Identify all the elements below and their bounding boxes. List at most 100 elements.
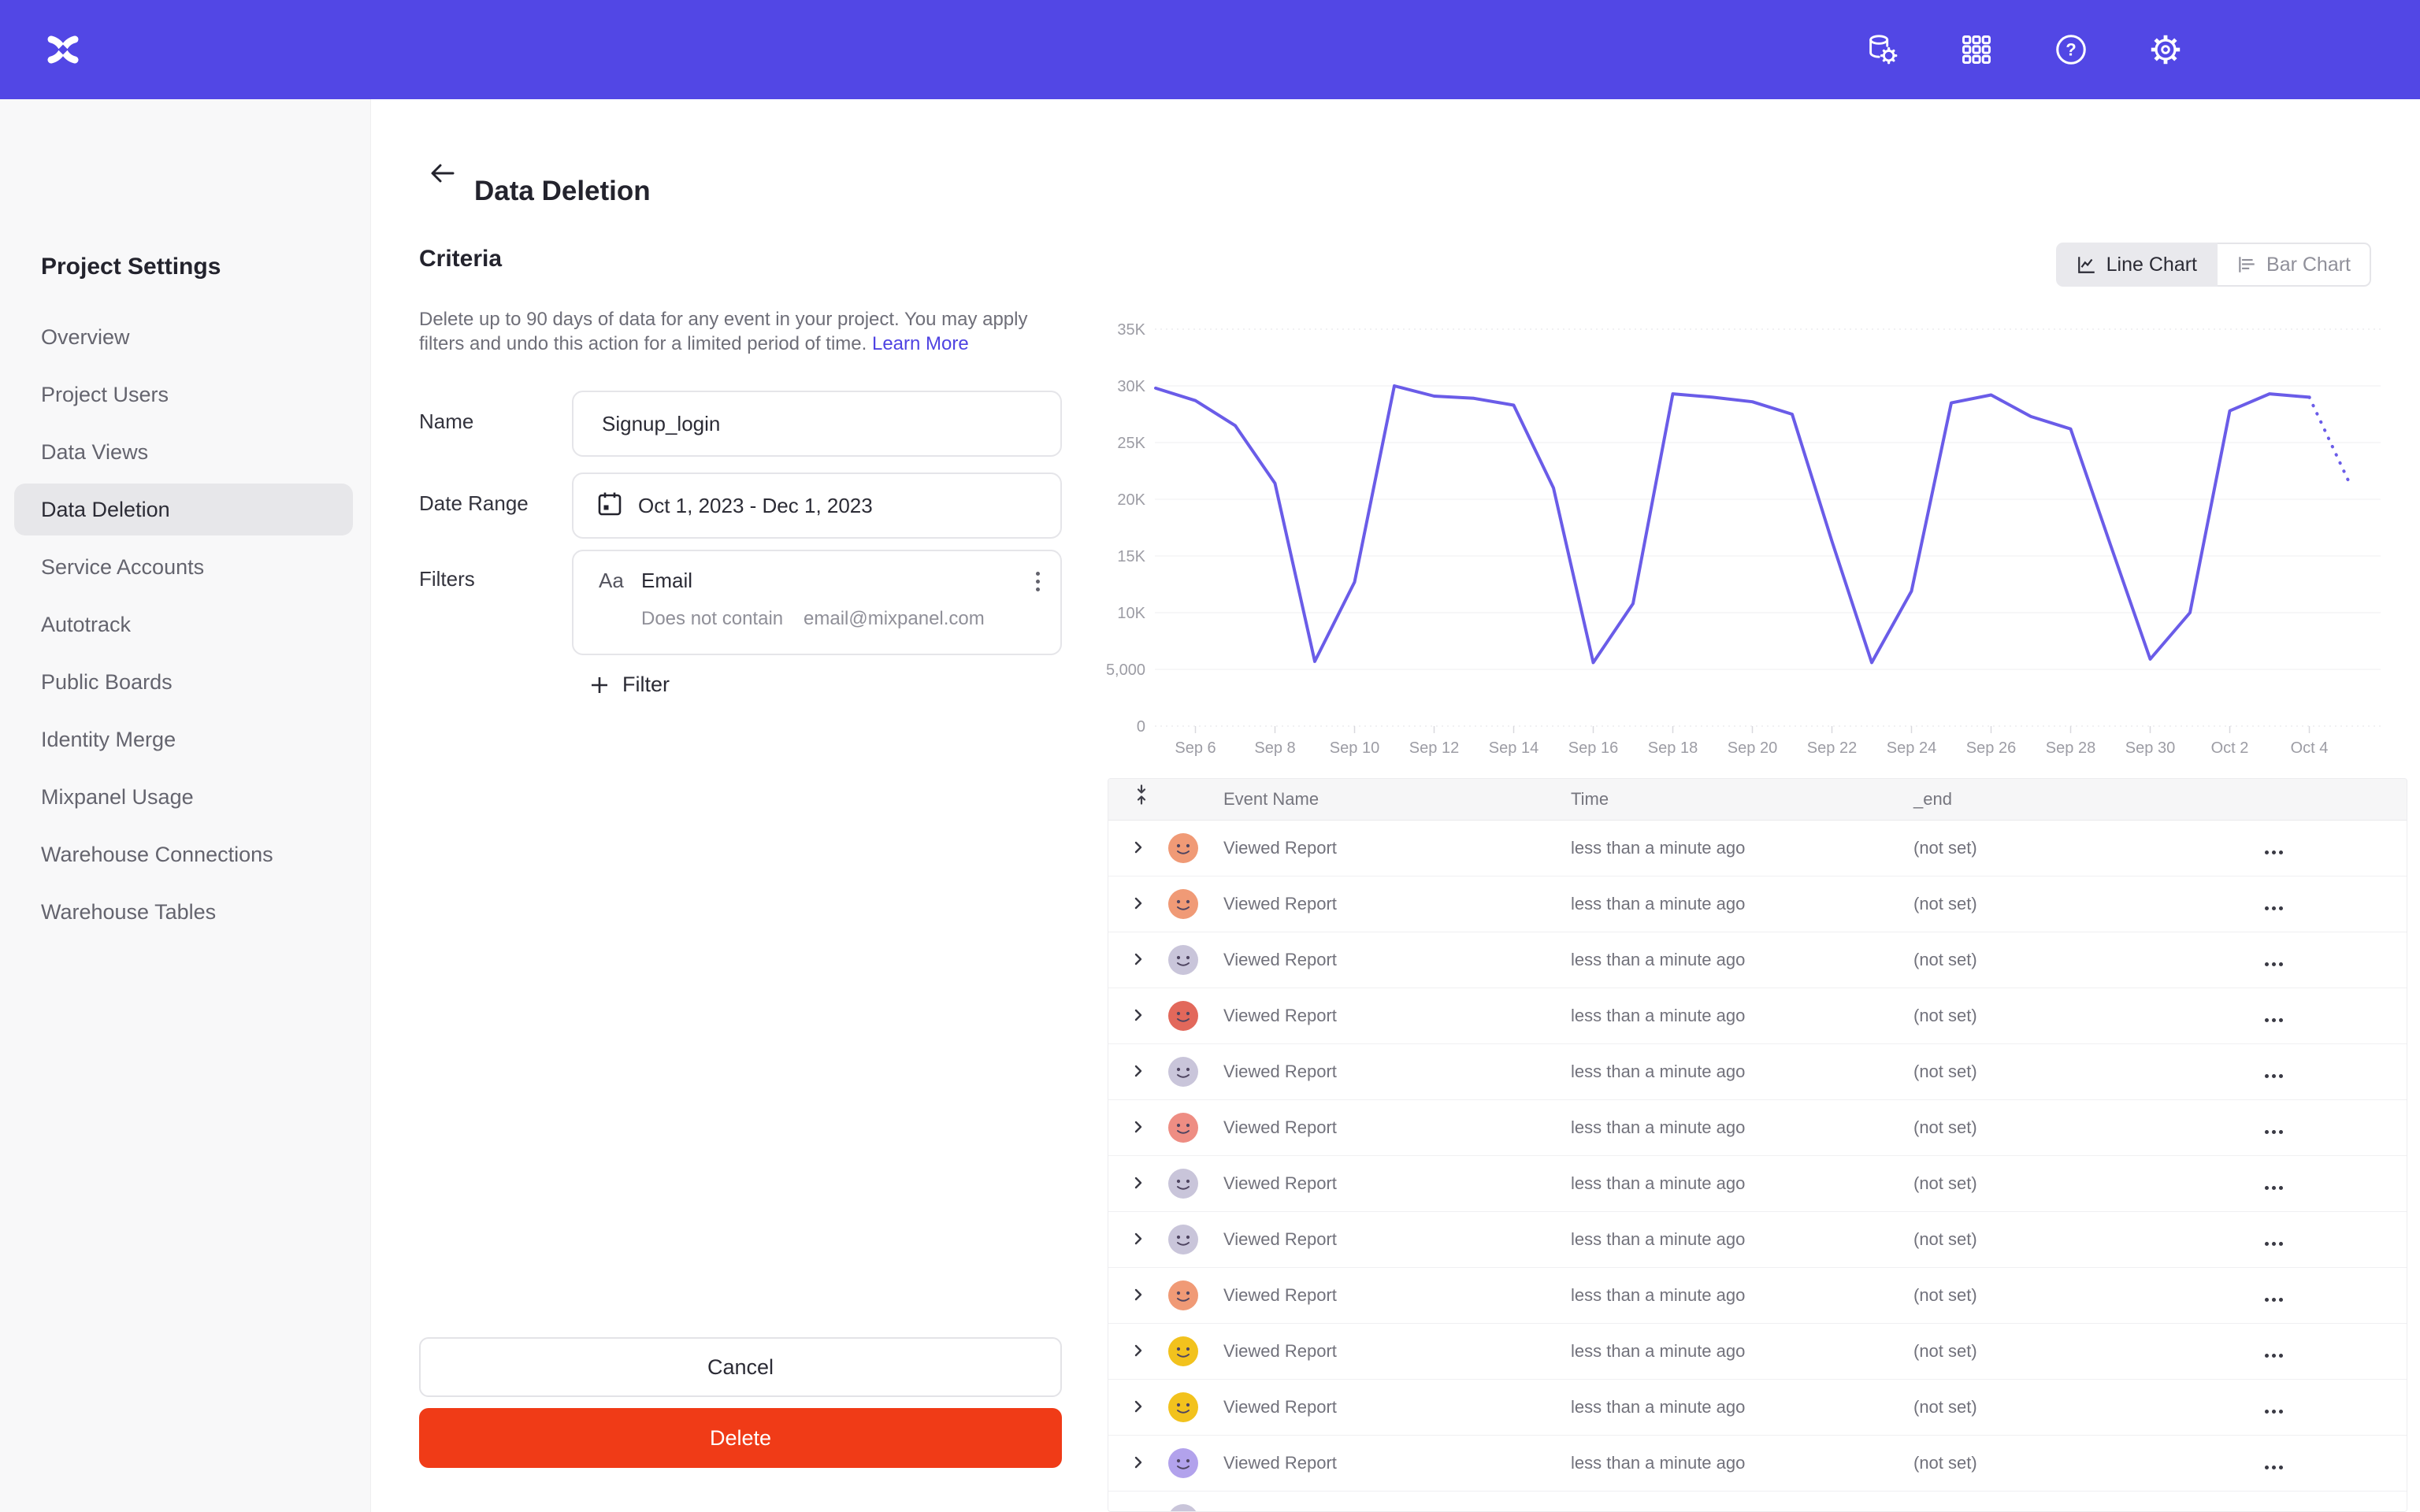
back-button[interactable] <box>425 156 460 191</box>
svg-text:?: ? <box>2066 40 2076 60</box>
sidebar-title: Project Settings <box>41 254 221 280</box>
table-row[interactable]: Viewed Report less than a minute ago (not … <box>1108 1212 2407 1268</box>
row-expand-chevron-icon[interactable] <box>1132 1286 1145 1308</box>
time-cell: less than a minute ago <box>1571 950 1746 969</box>
x-axis-tick-label: Sep 6 <box>1175 739 1216 757</box>
row-expand-chevron-icon[interactable] <box>1132 1454 1145 1476</box>
chart-type-toggle: Line Chart Bar Chart <box>2055 243 2371 287</box>
sidebar-item-data-views[interactable]: Data Views <box>41 440 149 464</box>
row-expand-chevron-icon[interactable] <box>1132 1398 1145 1420</box>
filter-value[interactable]: email@mixpanel.com <box>804 608 985 629</box>
sidebar-item-autotrack[interactable]: Autotrack <box>41 613 132 636</box>
end-cell: (not set) <box>1913 1229 1977 1249</box>
row-actions-kebab-icon[interactable] <box>2260 1237 2288 1251</box>
table-row[interactable]: Viewed Report less than a minute ago (not … <box>1108 1100 2407 1156</box>
row-actions-kebab-icon[interactable] <box>2260 1461 2288 1474</box>
row-actions-kebab-icon[interactable] <box>2260 1069 2288 1083</box>
row-actions-kebab-icon[interactable] <box>2260 958 2288 971</box>
line-chart-icon <box>2077 257 2095 273</box>
filter-kebab-menu-icon[interactable] <box>1033 569 1043 595</box>
row-expand-chevron-icon[interactable] <box>1132 839 1145 861</box>
event-name-cell: Viewed Report <box>1223 1285 1337 1305</box>
x-axis-tick-label: Sep 12 <box>1409 739 1459 757</box>
line-chart-toggle-button[interactable]: Line Chart <box>2055 243 2218 287</box>
row-expand-chevron-icon[interactable] <box>1132 1118 1145 1140</box>
bar-chart-toggle-label: Bar Chart <box>2266 253 2351 276</box>
end-cell: (not set) <box>1913 838 1977 858</box>
table-row[interactable]: Viewed Report less than a minute ago (not … <box>1108 932 2407 988</box>
row-expand-chevron-icon[interactable] <box>1132 1062 1145 1084</box>
row-actions-kebab-icon[interactable] <box>2260 1349 2288 1362</box>
end-cell: (not set) <box>1913 1397 1977 1417</box>
delete-button[interactable]: Delete <box>419 1408 1062 1468</box>
mixpanel-logo[interactable] <box>44 31 82 69</box>
x-axis-tick-label: Sep 20 <box>1728 739 1777 757</box>
row-actions-kebab-icon[interactable] <box>2260 846 2288 859</box>
time-cell: less than a minute ago <box>1571 1341 1746 1361</box>
table-row[interactable]: Viewed Report less than a minute ago (not … <box>1108 988 2407 1044</box>
date-range-input[interactable]: Oct 1, 2023 - Dec 1, 2023 <box>572 472 1062 539</box>
add-filter-button[interactable]: Filter <box>589 673 670 697</box>
table-row[interactable]: Viewed Report less than a minute ago (not … <box>1108 876 2407 932</box>
end-cell: (not set) <box>1913 894 1977 914</box>
filter-property: Email <box>641 569 693 592</box>
sidebar-item-public-boards[interactable]: Public Boards <box>41 670 173 694</box>
end-cell: (not set) <box>1913 1285 1977 1305</box>
filter-card[interactable]: Aa Email Does not contain email@mixpanel… <box>572 550 1062 655</box>
sidebar-item-data-deletion[interactable]: Data Deletion <box>14 484 353 536</box>
help-icon[interactable]: ? <box>2053 32 2089 68</box>
text-property-type-icon: Aa <box>599 569 624 592</box>
time-cell: less than a minute ago <box>1571 1006 1746 1025</box>
row-expand-chevron-icon[interactable] <box>1132 895 1145 917</box>
row-actions-kebab-icon[interactable] <box>2260 1125 2288 1139</box>
row-actions-kebab-icon[interactable] <box>2260 1293 2288 1306</box>
sidebar-item-project-users[interactable]: Project Users <box>41 383 169 406</box>
table-row[interactable]: Viewed Report less than a minute ago (not … <box>1108 1380 2407 1436</box>
row-actions-kebab-icon[interactable] <box>2260 1405 2288 1418</box>
table-row[interactable]: Viewed Report less than a minute ago (not … <box>1108 1268 2407 1324</box>
user-avatar <box>1168 1336 1198 1366</box>
table-row[interactable]: Viewed Report less than a minute ago (not … <box>1108 1156 2407 1212</box>
sidebar-item-overview[interactable]: Overview <box>41 325 130 349</box>
bar-chart-toggle-button[interactable]: Bar Chart <box>2218 243 2371 287</box>
table-row[interactable]: Viewed Report less than a minute ago (not … <box>1108 1044 2407 1100</box>
apps-grid-icon[interactable] <box>1958 32 1995 68</box>
learn-more-link[interactable]: Learn More <box>871 333 969 354</box>
event-name-cell: Viewed Report <box>1223 1006 1337 1025</box>
name-input-value: Signup_login <box>602 411 721 435</box>
name-input[interactable]: Signup_login <box>572 391 1062 457</box>
table-row[interactable]: Viewed Report less than a minute ago (not … <box>1108 1492 2407 1511</box>
x-axis-tick-label: Sep 16 <box>1568 739 1618 757</box>
line-series-projected <box>2307 395 2351 484</box>
user-avatar <box>1168 1448 1198 1478</box>
y-axis-tick-label: 20K <box>1117 491 1145 509</box>
event-name-cell: Viewed Report <box>1223 1062 1337 1081</box>
sidebar-item-mixpanel-usage[interactable]: Mixpanel Usage <box>41 785 194 809</box>
row-expand-chevron-icon[interactable] <box>1132 1006 1145 1028</box>
row-expand-chevron-icon[interactable] <box>1132 1230 1145 1252</box>
row-expand-chevron-icon[interactable] <box>1132 1174 1145 1196</box>
filter-operator[interactable]: Does not contain <box>641 608 784 629</box>
end-cell: (not set) <box>1913 1453 1977 1473</box>
sidebar-item-warehouse-tables[interactable]: Warehouse Tables <box>41 900 217 924</box>
row-expand-chevron-icon[interactable] <box>1132 951 1145 973</box>
y-axis-tick-label: 25K <box>1117 435 1145 452</box>
events-table: Event Name Time _end Viewed Report less t… <box>1108 778 2407 1512</box>
sort-rows-icon[interactable] <box>1134 779 1149 820</box>
date-range-label: Date Range <box>419 491 529 515</box>
sidebar-item-service-accounts[interactable]: Service Accounts <box>41 555 205 579</box>
sidebar-item-warehouse-connections[interactable]: Warehouse Connections <box>41 843 273 866</box>
sidebar-item-identity-merge[interactable]: Identity Merge <box>41 728 176 751</box>
table-row[interactable]: Viewed Report less than a minute ago (not … <box>1108 1436 2407 1492</box>
cancel-button[interactable]: Cancel <box>419 1337 1062 1397</box>
row-actions-kebab-icon[interactable] <box>2260 1181 2288 1195</box>
column-header-end: _end <box>1913 789 1952 809</box>
y-axis-tick-label: 0 <box>1137 718 1145 736</box>
row-actions-kebab-icon[interactable] <box>2260 902 2288 915</box>
data-management-icon[interactable] <box>1864 32 1900 68</box>
row-actions-kebab-icon[interactable] <box>2260 1014 2288 1027</box>
row-expand-chevron-icon[interactable] <box>1132 1342 1145 1364</box>
table-row[interactable]: Viewed Report less than a minute ago (not … <box>1108 1324 2407 1380</box>
table-row[interactable]: Viewed Report less than a minute ago (not … <box>1108 821 2407 876</box>
settings-gear-icon[interactable] <box>2147 32 2184 68</box>
